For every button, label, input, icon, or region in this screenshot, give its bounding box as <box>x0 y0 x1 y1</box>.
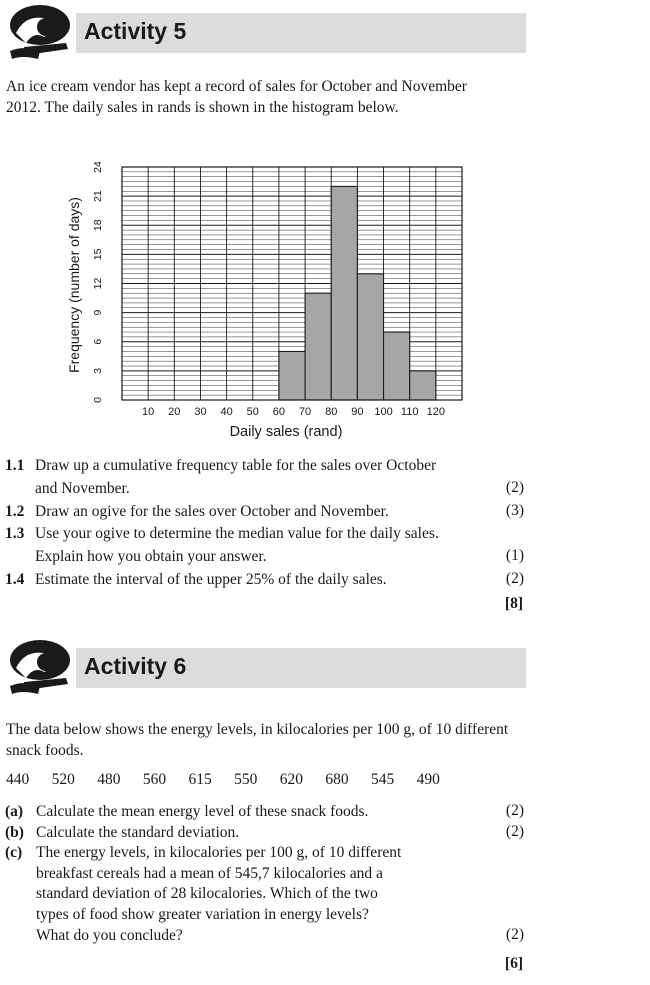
y-tick-label: 3 <box>92 368 104 374</box>
activity-5-intro: An ice cream vendor has kept a record of… <box>6 78 467 116</box>
histogram-bar <box>409 370 437 401</box>
y-tick-label: 9 <box>92 310 104 316</box>
y-tick-label: 18 <box>92 219 104 231</box>
question-number: 1.2 <box>5 502 25 520</box>
question-text-line: standard deviation of 28 kilocalories. W… <box>36 885 378 903</box>
x-tick-label: 20 <box>168 406 180 418</box>
histogram-bar <box>330 185 358 401</box>
activity-6-title-bar: Activity 6 <box>76 648 526 688</box>
x-tick-labels: 10 20 30 40 50 60 70 80 90 100 110 120 <box>142 406 445 418</box>
x-tick-label: 120 <box>427 406 445 418</box>
reader-icon <box>10 5 70 59</box>
value-item: 520 <box>51 771 75 788</box>
question-text-line: and November. <box>35 479 130 497</box>
activity-5-title: Activity 5 <box>84 18 187 44</box>
x-tick-label: 30 <box>194 406 206 418</box>
chart-bars <box>278 185 437 401</box>
y-tick-label: 12 <box>92 278 104 290</box>
value-item: 620 <box>279 771 303 788</box>
value-item: 545 <box>371 771 395 788</box>
question-text-line: Calculate the mean energy level of these… <box>36 803 369 820</box>
activity-6-header: Activity 6 <box>4 638 526 698</box>
y-tick-label: 0 <box>92 397 104 403</box>
question-text-line: The energy levels, in kilocalories per 1… <box>36 844 402 862</box>
histogram-bar <box>304 292 332 401</box>
value-item: 550 <box>234 771 258 788</box>
y-tick-label: 21 <box>92 190 104 202</box>
x-tick-label: 110 <box>401 406 419 418</box>
value-item: 440 <box>6 771 30 788</box>
y-tick-label: 6 <box>92 339 104 345</box>
histogram-bar <box>356 273 385 401</box>
value-item: 615 <box>188 771 212 788</box>
question-mark: (2) <box>505 822 524 840</box>
activity-6-title: Activity 6 <box>84 653 187 679</box>
x-tick-label: 80 <box>325 406 337 418</box>
plot-border <box>121 166 463 401</box>
question-mark: (1) <box>505 547 524 565</box>
chart-frame <box>121 166 463 401</box>
question-text-line: Calculate the standard deviation. <box>36 823 240 841</box>
activity-5-total: [8] <box>504 595 523 612</box>
activity-6-total: [6] <box>504 955 523 972</box>
x-tick-label: 60 <box>273 406 285 418</box>
y-tick-label: 24 <box>92 161 104 173</box>
question-number: 1.4 <box>5 571 25 588</box>
y-tick-labels: 0 3 6 9 12 15 18 21 24 <box>92 161 104 403</box>
value-item: 680 <box>325 771 349 788</box>
snack-energy-values: 440 520 480 560 615 550 620 680 545 490 <box>6 771 458 789</box>
x-tick-label: 40 <box>220 406 232 418</box>
question-mark: (2) <box>505 478 524 496</box>
question-text-line: Draw an ogive for the sales over October… <box>35 502 389 520</box>
question-text-line: Explain how you obtain your answer. <box>35 548 267 566</box>
histogram-bar <box>278 350 306 401</box>
activity-5-title-bar: Activity 5 <box>76 13 526 53</box>
question-number: (a) <box>5 803 24 820</box>
question-text-line: What do you conclude? <box>36 926 183 944</box>
question-number: 1.1 <box>5 457 25 474</box>
x-tick-label: 100 <box>374 406 392 418</box>
y-tick-label: 15 <box>92 248 104 260</box>
question-text-line: Use your ogive to determine the median v… <box>35 525 439 543</box>
question-text-line: Draw up a cumulative frequency table for… <box>35 457 437 474</box>
question-text-line: Estimate the interval of the upper 25% o… <box>35 571 387 588</box>
value-item: 490 <box>416 771 440 788</box>
question-number: (c) <box>5 844 23 862</box>
question-mark: (2) <box>505 925 524 943</box>
x-tick-label: 70 <box>299 406 311 418</box>
value-item: 480 <box>97 771 121 788</box>
activity-5-header: Activity 5 <box>4 3 526 63</box>
question-mark: (2) <box>505 570 524 587</box>
question-mark: (2) <box>505 802 524 819</box>
value-item: 560 <box>142 771 167 788</box>
histogram-bar <box>382 331 411 401</box>
reader-icon <box>10 640 70 694</box>
question-number: 1.3 <box>5 525 25 543</box>
y-axis-label: Frequency (number of days) <box>66 197 82 373</box>
question-text-line: types of food show greater variation in … <box>36 906 369 923</box>
x-tick-label: 50 <box>247 406 259 418</box>
x-tick-label: 90 <box>351 406 363 418</box>
question-number: (b) <box>5 823 24 841</box>
activity-6-intro: The data below shows the energy levels, … <box>6 721 509 759</box>
question-text-line: breakfast cereals had a mean of 545,7 ki… <box>36 864 383 882</box>
question-mark: (3) <box>505 501 524 519</box>
x-axis-label: Daily sales (rand) <box>230 424 343 440</box>
x-tick-label: 10 <box>142 406 154 418</box>
